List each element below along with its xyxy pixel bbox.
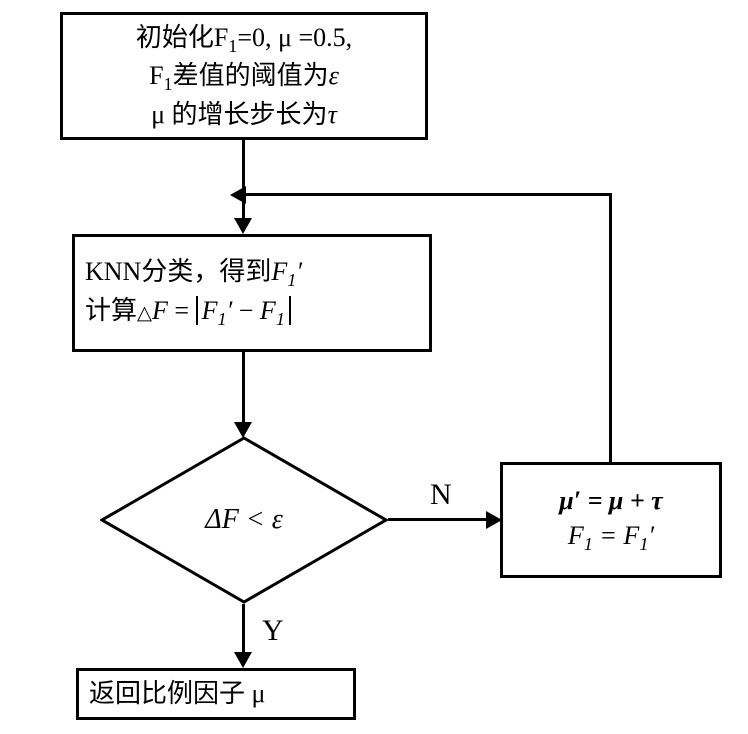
edge-knn-decision (242, 352, 245, 424)
node-init: 初始化F1=0, μ =0.5, F1差值的阈值为ε μ 的增长步长为τ (60, 12, 428, 140)
edge-label-n: N (430, 478, 452, 512)
edge-update-up (609, 193, 612, 462)
edge-decision-down (242, 604, 245, 654)
arrow-update-merge (230, 186, 246, 204)
arrow-into-knn (234, 218, 252, 234)
knn-line-2: 计算△F = F1′ − F1 (85, 293, 419, 332)
init-line-3: μ 的增长步长为τ (73, 97, 415, 132)
arrow-knn-decision (234, 422, 252, 438)
node-update: μ′ = μ + τ F1 = F1′ (500, 462, 722, 578)
decision-label: ΔF < ε (100, 436, 388, 604)
init-line-1: 初始化F1=0, μ =0.5, (73, 20, 415, 59)
node-decision: ΔF < ε (100, 436, 388, 604)
edge-update-left (244, 193, 612, 196)
knn-line-1: KNN分类，得到F1′ (85, 254, 419, 293)
node-knn: KNN分类，得到F1′ 计算△F = F1′ − F1 (72, 234, 432, 352)
update-line-2: F1 = F1′ (513, 518, 709, 557)
init-line-2: F1差值的阈值为ε (73, 58, 415, 97)
node-return: 返回比例因子 μ (76, 668, 356, 720)
arrow-decision-return (234, 652, 252, 668)
edge-decision-right (388, 518, 488, 521)
arrow-decision-update (486, 511, 502, 529)
update-line-1: μ′ = μ + τ (513, 483, 709, 518)
return-line: 返回比例因子 μ (89, 676, 343, 711)
edge-label-y: Y (262, 614, 284, 648)
